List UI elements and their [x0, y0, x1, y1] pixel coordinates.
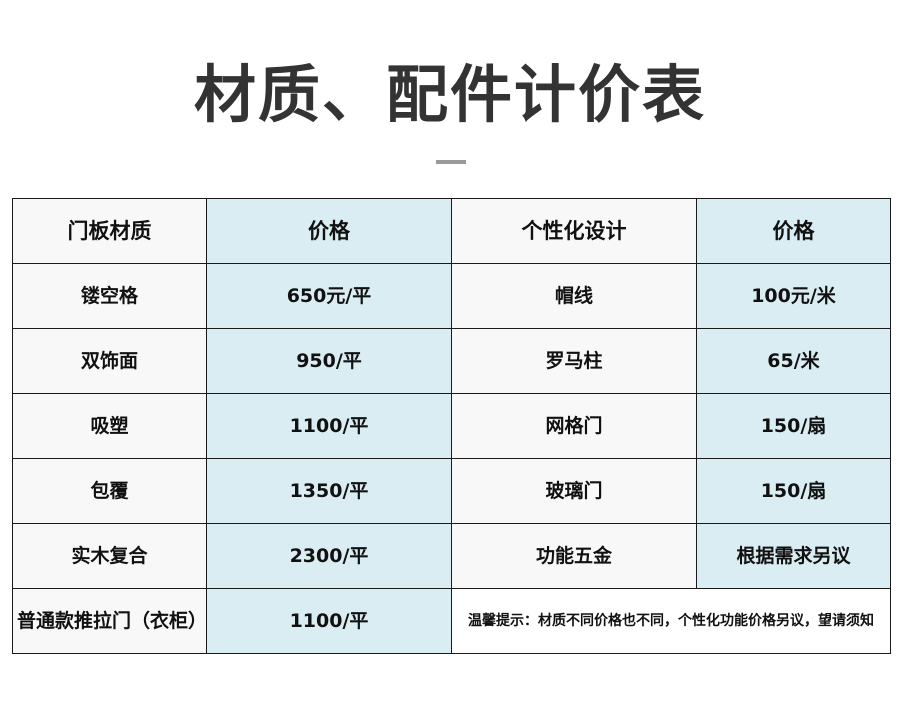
design-price-cell: 根据需求另议	[696, 523, 891, 589]
table-row: 普通款推拉门（衣柜） 1100/平 温馨提示：材质不同价格也不同，个性化功能价格…	[12, 588, 891, 654]
header-design-price: 价格	[696, 198, 891, 264]
material-cell: 吸塑	[12, 393, 207, 459]
header-price: 价格	[206, 198, 452, 264]
design-price-cell: 65/米	[696, 328, 891, 394]
table-row: 镂空格 650元/平 帽线 100元/米	[12, 263, 891, 329]
table-row: 包覆 1350/平 玻璃门 150/扇	[12, 458, 891, 524]
header-design: 个性化设计	[451, 198, 697, 264]
material-price-cell: 2300/平	[206, 523, 452, 589]
note-cell: 温馨提示：材质不同价格也不同，个性化功能价格另议，望请须知	[451, 588, 891, 654]
design-cell: 玻璃门	[451, 458, 697, 524]
design-price-cell: 150/扇	[696, 393, 891, 459]
material-price-cell: 1100/平	[206, 588, 452, 654]
table-row: 吸塑 1100/平 网格门 150/扇	[12, 393, 891, 459]
design-cell: 网格门	[451, 393, 697, 459]
design-cell: 功能五金	[451, 523, 697, 589]
material-price-cell: 1350/平	[206, 458, 452, 524]
design-price-cell: 150/扇	[696, 458, 891, 524]
material-cell: 实木复合	[12, 523, 207, 589]
material-price-cell: 950/平	[206, 328, 452, 394]
design-price-cell: 100元/米	[696, 263, 891, 329]
page-title-text: 材质、配件计价表	[193, 58, 706, 131]
material-price-cell: 650元/平	[206, 263, 452, 329]
divider	[436, 160, 466, 164]
material-cell: 镂空格	[12, 263, 207, 329]
price-table: 门板材质 价格 个性化设计 价格 镂空格 650元/平 帽线 100元/米 双饰…	[12, 198, 891, 654]
material-cell: 普通款推拉门（衣柜）	[12, 588, 207, 654]
material-price-cell: 1100/平	[206, 393, 452, 459]
table-row: 双饰面 950/平 罗马柱 65/米	[12, 328, 891, 394]
title-area: 材质、配件计价表	[0, 55, 900, 143]
design-cell: 帽线	[451, 263, 697, 329]
table-header-row: 门板材质 价格 个性化设计 价格	[12, 198, 891, 264]
material-cell: 包覆	[12, 458, 207, 524]
design-cell: 罗马柱	[451, 328, 697, 394]
material-cell: 双饰面	[12, 328, 207, 394]
header-material: 门板材质	[12, 198, 207, 264]
page-title: 材质、配件计价表	[191, 55, 708, 143]
table-row: 实木复合 2300/平 功能五金 根据需求另议	[12, 523, 891, 589]
